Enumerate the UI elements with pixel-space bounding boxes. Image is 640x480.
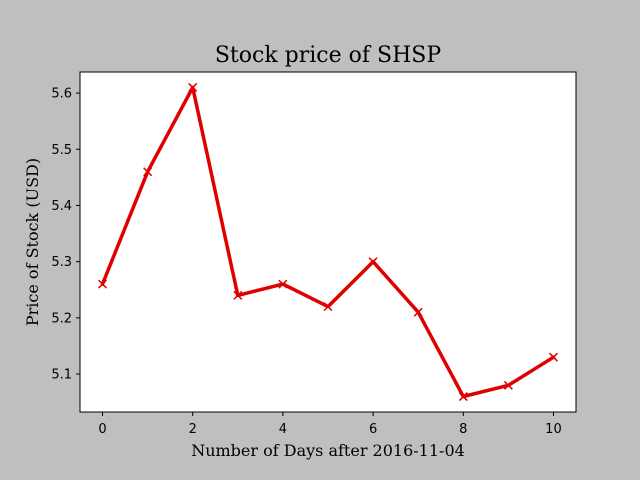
chart-title: Stock price of SHSP [215, 43, 441, 68]
data-point-marker [278, 279, 288, 289]
data-point-marker [548, 352, 558, 362]
data-point-marker [98, 279, 108, 289]
x-tick-label: 6 [369, 422, 377, 437]
x-tick-label: 0 [98, 422, 106, 437]
series-layer [98, 82, 558, 402]
y-tick-label: 5.4 [51, 199, 72, 214]
y-tick-label: 5.3 [51, 255, 72, 270]
plot-area [79, 71, 577, 413]
data-point-marker [458, 392, 468, 402]
y-tick-label: 5.6 [51, 87, 72, 102]
y-tick-label: 5.5 [51, 143, 72, 158]
data-point-marker [368, 257, 378, 267]
data-point-marker [413, 307, 423, 317]
x-tick-label: 8 [459, 422, 467, 437]
y-tick-label: 5.1 [51, 368, 72, 383]
data-point-marker [503, 380, 513, 390]
x-tick-label: 4 [279, 422, 287, 437]
data-point-marker [188, 82, 198, 92]
data-point-marker [143, 167, 153, 177]
x-tick-label: 2 [189, 422, 197, 437]
data-point-marker [323, 302, 333, 312]
x-axis-ticks: 0 2 4 6 8 10 [98, 412, 562, 437]
y-tick-label: 5.2 [51, 311, 72, 326]
y-axis-label: Price of Stock (USD) [23, 158, 42, 326]
data-point-marker [233, 290, 243, 300]
x-axis-label: Number of Days after 2016-11-04 [191, 441, 465, 460]
x-tick-label: 10 [545, 422, 562, 437]
y-axis-ticks: 5.1 5.2 5.3 5.4 5.5 5.6 [51, 87, 80, 383]
